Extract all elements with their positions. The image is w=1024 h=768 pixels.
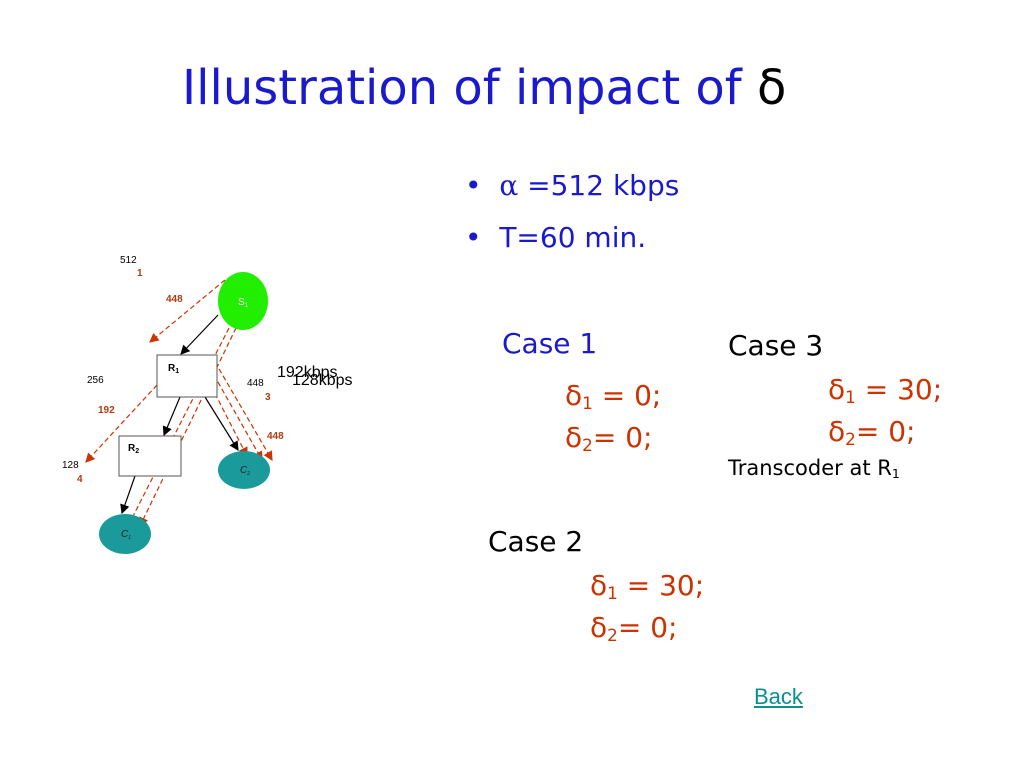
label: 192kbps bbox=[277, 364, 338, 381]
client-node bbox=[99, 514, 151, 554]
note: Transcoder at R1 bbox=[728, 458, 900, 481]
label: 448 bbox=[247, 378, 264, 389]
label: 256 bbox=[87, 375, 104, 386]
text: = 0; bbox=[592, 379, 662, 412]
label: 448 bbox=[166, 294, 183, 305]
source-node bbox=[218, 272, 268, 330]
symbol: δ bbox=[565, 379, 583, 412]
sub: 1 bbox=[891, 466, 900, 482]
flows bbox=[85, 279, 273, 528]
case-title: Case 2 bbox=[488, 525, 584, 558]
label: 4 bbox=[77, 474, 83, 485]
client-node bbox=[218, 451, 270, 489]
bullet-text: T=60 min. bbox=[499, 221, 647, 254]
bullet: • α =512 kbps bbox=[465, 169, 680, 202]
text: = 30; bbox=[855, 373, 943, 406]
label: 128 bbox=[62, 460, 79, 471]
label: 3 bbox=[265, 392, 271, 403]
symbol: δ bbox=[828, 415, 846, 448]
node-label: R1 bbox=[168, 363, 179, 375]
case-line: δ1 = 0; bbox=[565, 382, 661, 412]
symbol: δ bbox=[828, 373, 846, 406]
text: = 30; bbox=[617, 569, 705, 602]
symbol: δ bbox=[565, 421, 583, 454]
bullet-text: =512 kbps bbox=[518, 169, 680, 202]
sub: 1 bbox=[582, 393, 593, 414]
title: Illustration of impact of δ bbox=[182, 64, 786, 112]
sub: 2 bbox=[582, 435, 593, 456]
node-label: S1 bbox=[238, 297, 249, 309]
case-title: Case 3 bbox=[728, 329, 824, 362]
symbol: δ bbox=[590, 611, 608, 644]
text: Transcoder at R bbox=[728, 456, 892, 480]
bullet: • T=60 min. bbox=[465, 221, 647, 254]
case-line: δ2= 0; bbox=[828, 418, 915, 448]
label: 128kbps bbox=[292, 372, 353, 389]
title-symbol: δ bbox=[756, 60, 787, 116]
sub: 2 bbox=[607, 625, 618, 646]
router-node bbox=[156, 354, 218, 398]
case-line: δ1 = 30; bbox=[828, 376, 942, 406]
label: 192 bbox=[98, 405, 115, 416]
symbol: δ bbox=[590, 569, 608, 602]
sub: 2 bbox=[845, 429, 856, 450]
router-node bbox=[118, 435, 182, 477]
sub: 1 bbox=[607, 583, 618, 604]
text: = 0; bbox=[592, 421, 653, 454]
text: = 0; bbox=[855, 415, 916, 448]
label: 1 bbox=[137, 268, 143, 279]
case-title: Case 1 bbox=[502, 327, 598, 360]
label: 512 bbox=[120, 255, 137, 266]
network-diagram: S1 R1 R2 C2 C1 512 1 448 256 192 128 4 4… bbox=[62, 255, 353, 554]
title-text: Illustration of impact of bbox=[182, 60, 742, 116]
back-link[interactable]: Back bbox=[754, 684, 803, 709]
case-line: δ2= 0; bbox=[590, 614, 677, 644]
label: 448 bbox=[267, 431, 284, 442]
links bbox=[120, 314, 239, 515]
node-label: C1 bbox=[121, 529, 131, 541]
node-label: C2 bbox=[240, 465, 250, 477]
node-label: R2 bbox=[128, 443, 139, 455]
case-line: δ1 = 30; bbox=[590, 572, 704, 602]
sub: 1 bbox=[845, 387, 856, 408]
text: = 0; bbox=[617, 611, 678, 644]
symbol: α bbox=[499, 169, 519, 202]
case-line: δ2= 0; bbox=[565, 424, 652, 454]
